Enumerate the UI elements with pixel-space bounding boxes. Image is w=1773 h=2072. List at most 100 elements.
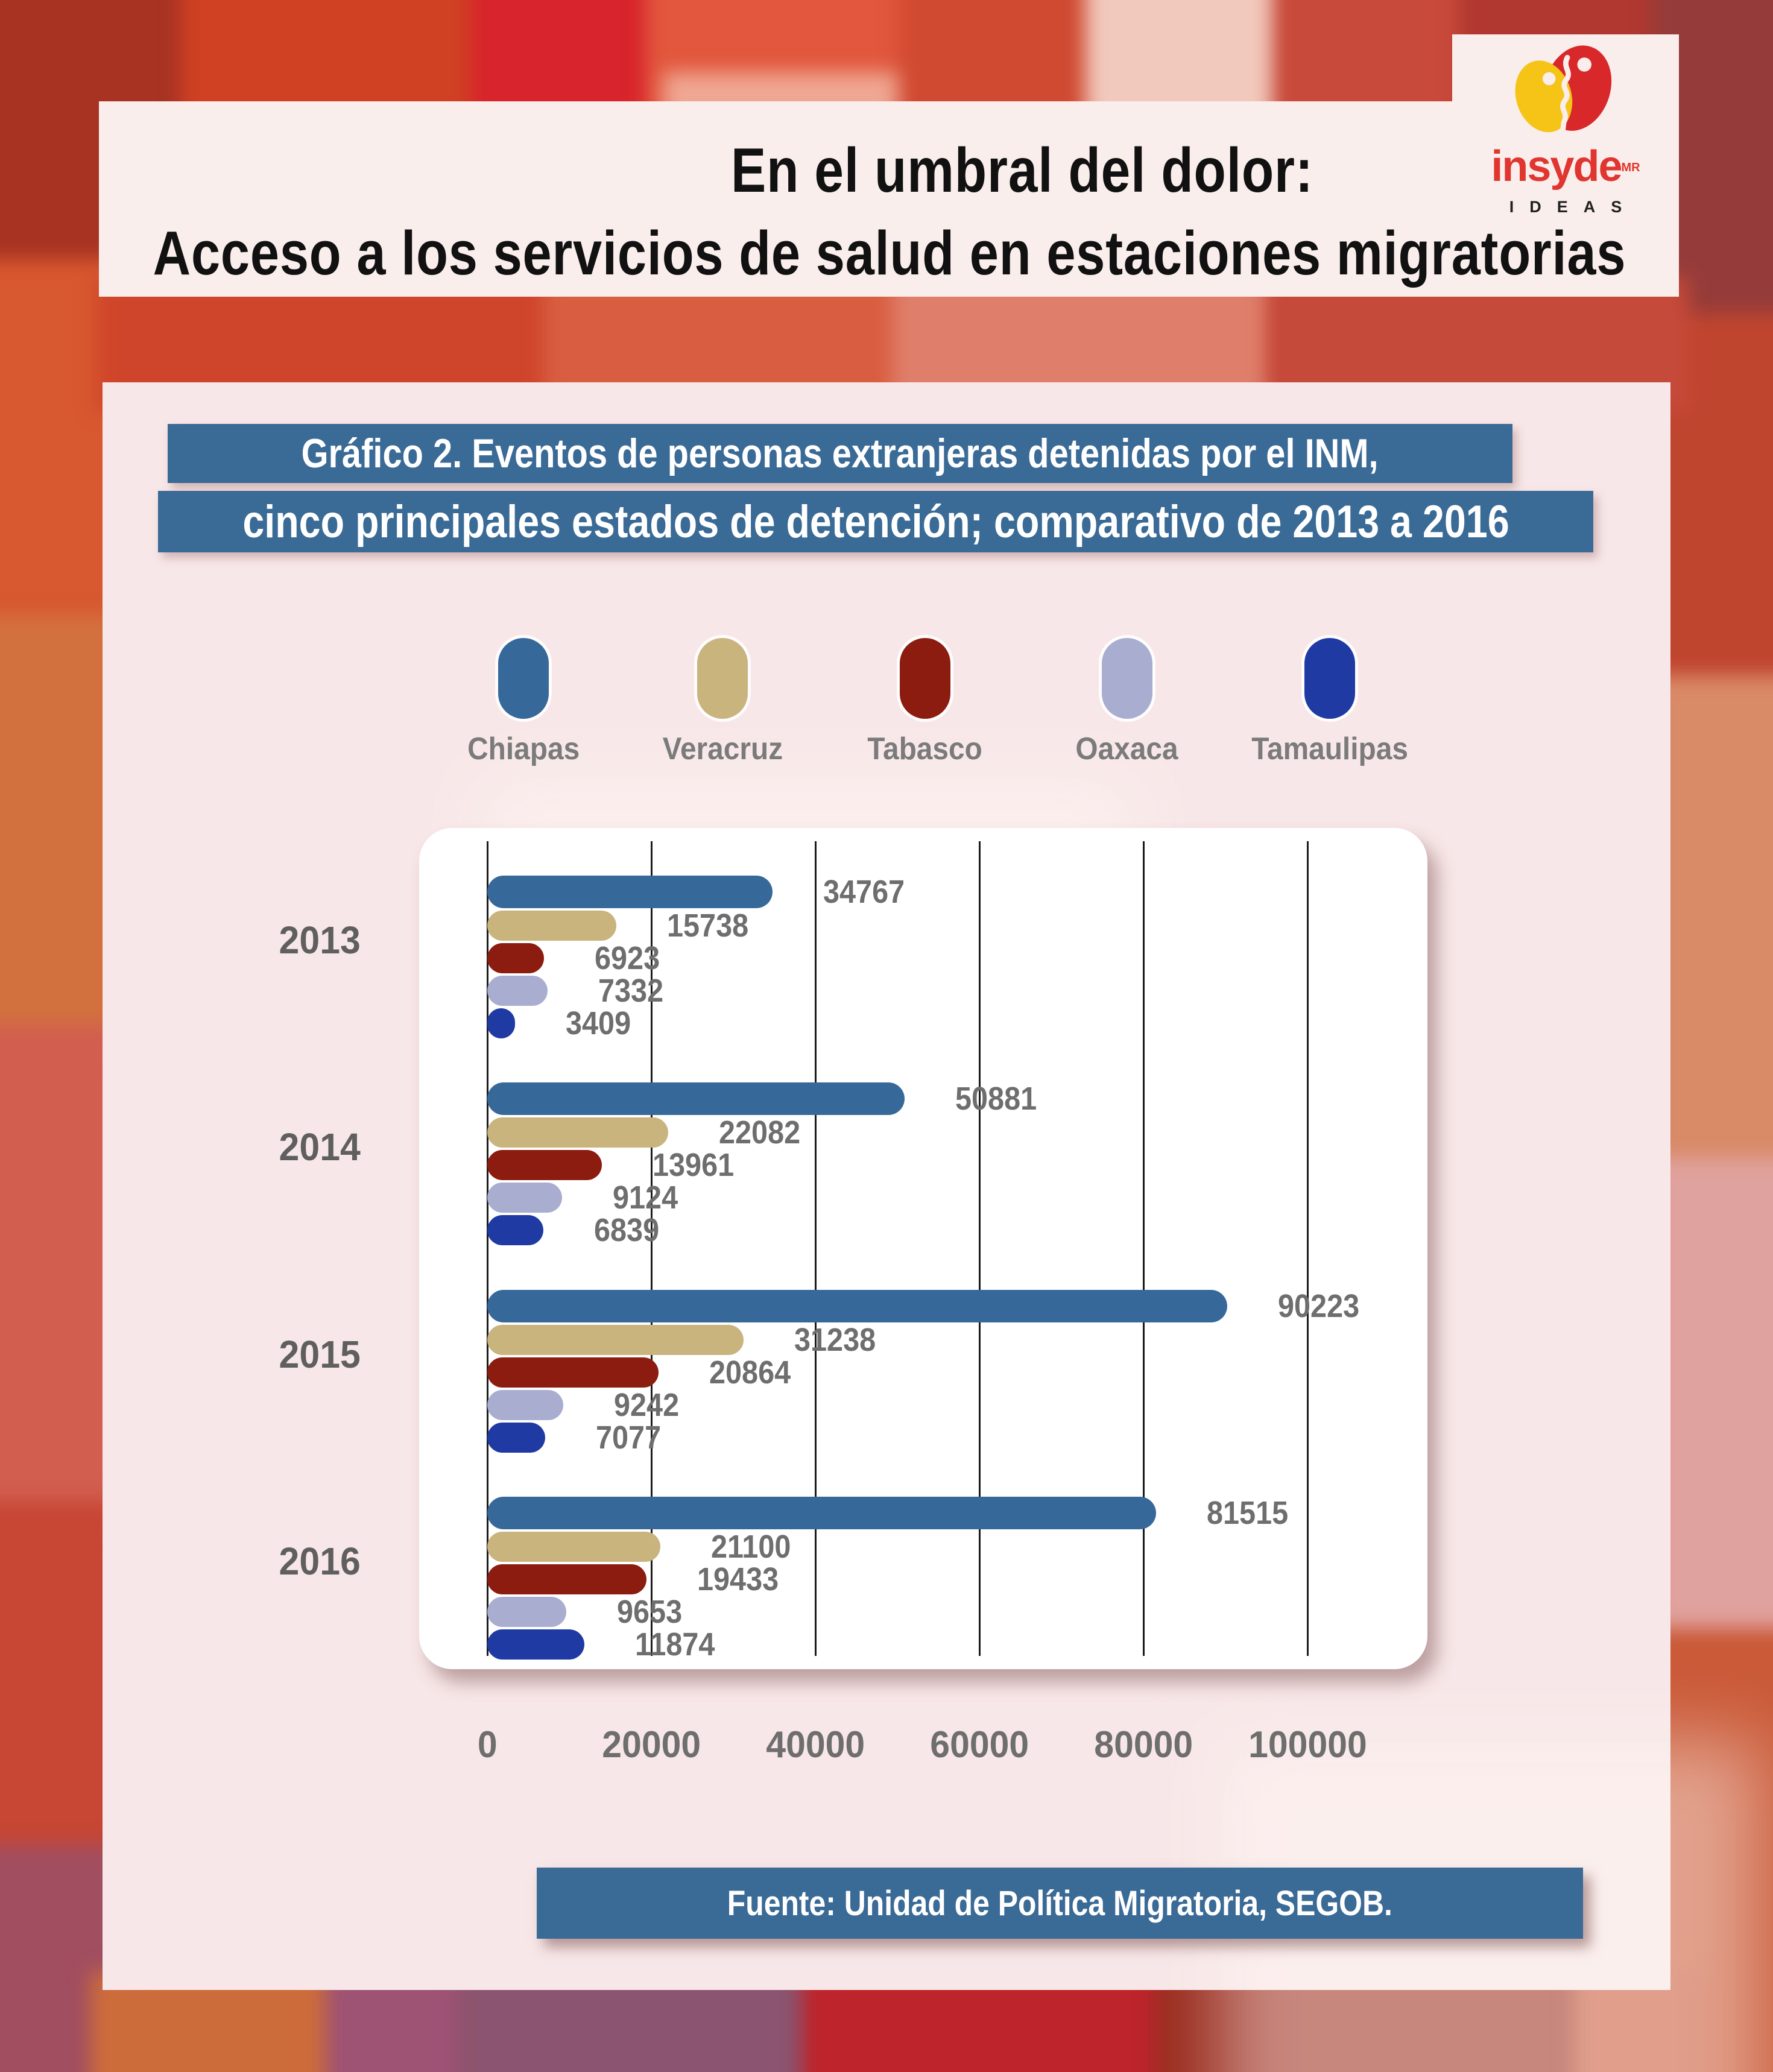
value-label-2015-tabasco: 20864 [709,1356,800,1389]
bar-2016-tamaulipas [487,1629,584,1660]
year-label-2013: 2013 [223,919,416,961]
value-label-2013-tabasco: 6923 [595,941,667,975]
value-label-2015-tamaulipas: 7077 [596,1421,668,1455]
legend-swatch-tamaulipas [1304,638,1355,719]
bar-2013-oaxaca [487,976,548,1006]
gridline-80000 [1143,841,1145,1656]
insyde-logo: insydeMR IDEAS [1452,42,1679,216]
legend-item-tamaulipas: Tamaulipas [1227,638,1432,767]
x-tick-label-80000: 80000 [1047,1723,1240,1766]
background-texture-patch [1652,675,1773,1182]
gridline-20000 [651,841,653,1656]
bar-2014-veracruz [487,1117,668,1148]
background-texture-patch [1652,1158,1773,1652]
legend-label-text: Oaxaca [1075,731,1179,766]
value-label-text: 22082 [719,1114,801,1151]
logo-brand-text: insyde [1491,142,1622,191]
value-label-2013-veracruz: 15738 [667,909,757,943]
title-banner [99,101,1679,297]
value-label-2016-tamaulipas: 11874 [635,1628,724,1661]
bar-2014-oaxaca [487,1183,562,1213]
value-label-2016-veracruz: 21100 [711,1530,800,1564]
page-title-line1: En el umbral del dolor: [271,135,1773,206]
x-tick-label-0: 0 [391,1723,584,1766]
bar-2015-veracruz [487,1325,744,1355]
x-tick-label-20000: 20000 [555,1723,748,1766]
bar-2015-oaxaca [487,1390,563,1420]
legend-swatch-chiapas [498,638,549,719]
x-tick-text: 0 [477,1724,498,1766]
value-label-text: 34767 [823,874,905,910]
x-tick-text: 40000 [766,1724,865,1766]
value-label-2016-tabasco: 19433 [697,1562,788,1596]
chart-title-line1: Gráfico 2. Eventos de personas extranjer… [301,431,1379,476]
bar-2015-tabasco [487,1357,659,1388]
legend-label-text: Tamaulipas [1251,731,1408,766]
value-label-2015-veracruz: 31238 [794,1323,885,1357]
background-texture-patch [0,615,121,1049]
value-label-text: 6839 [594,1212,660,1248]
gridline-60000 [979,841,981,1656]
legend-label-text: Veracruz [662,731,783,766]
year-label-2015: 2015 [223,1333,416,1376]
background-texture-patch [0,1502,121,1900]
chart-title-bar-2: cinco principales estados de detención; … [158,491,1593,552]
value-label-2014-tabasco: 13961 [653,1148,743,1182]
value-label-2015-chiapas: 90223 [1278,1289,1368,1323]
bar-2014-tabasco [487,1150,602,1180]
value-label-2013-tamaulipas: 3409 [566,1006,638,1040]
value-label-text: 3409 [566,1005,631,1041]
year-label-text: 2016 [279,1540,361,1583]
value-label-2014-tamaulipas: 6839 [594,1213,666,1247]
legend-label-text: Chiapas [467,731,580,766]
x-tick-label-40000: 40000 [719,1723,912,1766]
value-label-text: 21100 [711,1529,791,1565]
x-tick-text: 80000 [1094,1724,1193,1766]
chart-plot-area: 34767 15738 6923 7332 3409 50881 22082 13961 912… [419,828,1427,1669]
page-title-line1-text: En el umbral del dolor: [731,135,1313,206]
legend-item-oaxaca: Oaxaca [1025,638,1230,767]
value-label-2014-oaxaca: 9124 [613,1181,685,1214]
value-label-2016-oaxaca: 9653 [617,1595,689,1629]
bar-2014-tamaulipas [487,1215,543,1245]
value-label-text: 15738 [667,908,749,944]
chart-title-line2: cinco principales estados de detención; … [242,496,1509,548]
page-title-line2-text: Acceso a los servicios de salud en estac… [153,218,1626,288]
gridline-100000 [1307,841,1309,1656]
year-label-text: 2014 [279,1125,361,1169]
value-label-2016-chiapas: 81515 [1207,1496,1297,1530]
legend-label-text: Tabasco [867,731,983,766]
value-label-text: 7077 [596,1420,662,1456]
legend-item-chiapas: Chiapas [421,638,626,767]
x-tick-text: 100000 [1248,1724,1367,1766]
legend-item-veracruz: Veracruz [620,638,825,767]
value-label-2015-oaxaca: 9242 [614,1388,686,1422]
legend-label-tabasco: Tabasco [862,731,987,767]
background-texture-patch [0,1025,121,1526]
legend-label-chiapas: Chiapas [463,731,584,767]
value-label-2014-chiapas: 50881 [955,1082,1046,1116]
value-label-text: 13961 [653,1147,735,1183]
value-label-text: 9242 [614,1387,680,1423]
chart-title-bar-1: Gráfico 2. Eventos de personas extranjer… [168,424,1512,483]
legend-swatch-veracruz [697,638,748,719]
value-label-text: 9653 [617,1594,683,1630]
bar-2016-oaxaca [487,1597,566,1627]
bar-2013-tabasco [487,943,544,973]
bar-2014-chiapas [487,1082,905,1115]
value-label-text: 20864 [709,1354,791,1391]
year-label-text: 2015 [279,1333,361,1376]
value-label-text: 9124 [613,1180,678,1216]
value-label-text: 90223 [1278,1288,1360,1324]
year-label-2016: 2016 [223,1540,416,1582]
value-label-2014-veracruz: 22082 [719,1116,809,1149]
value-label-text: 50881 [955,1081,1037,1117]
bar-2015-tamaulipas [487,1423,545,1453]
logo-tagline: IDEAS [1509,198,1638,216]
bar-2015-chiapas [487,1290,1227,1322]
heart-faces-icon [1515,45,1612,136]
legend-label-tamaulipas: Tamaulipas [1245,731,1415,767]
bar-2016-veracruz [487,1532,660,1562]
bar-2016-tabasco [487,1564,646,1594]
